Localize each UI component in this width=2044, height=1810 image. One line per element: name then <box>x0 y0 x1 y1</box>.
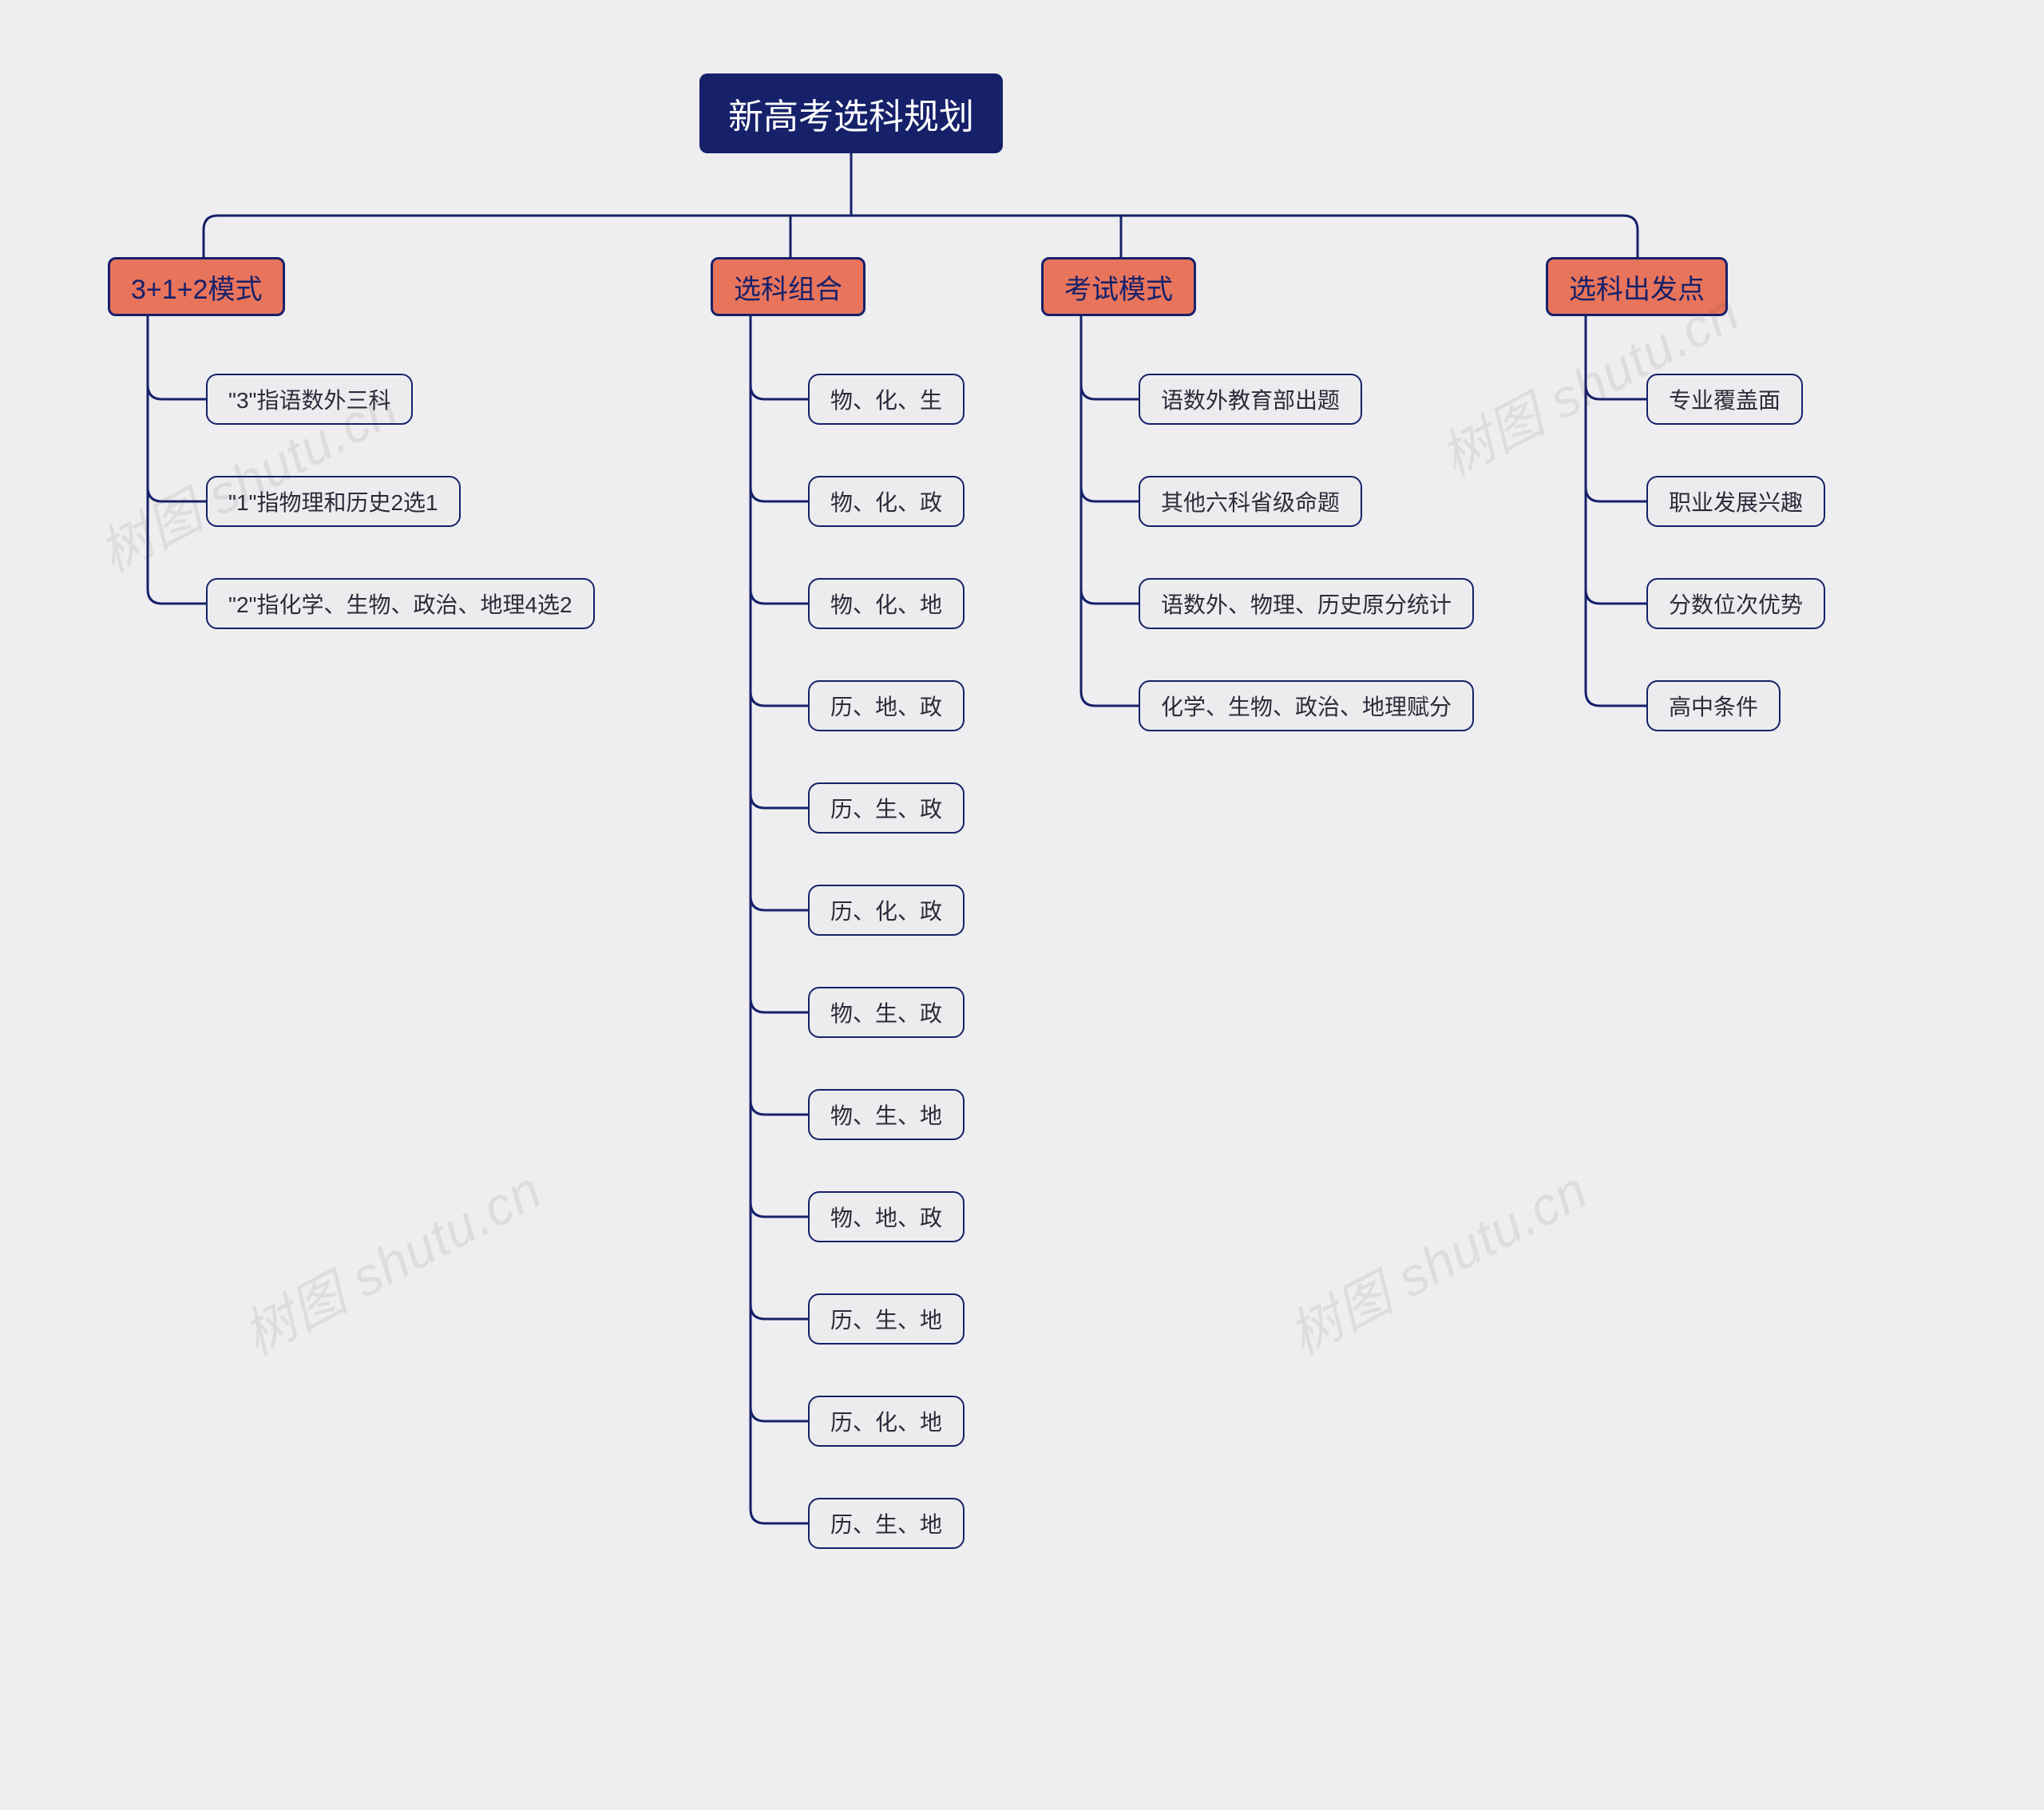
branch-node-mode312: 3+1+2模式 <box>108 257 285 316</box>
leaf-node: 语数外教育部出题 <box>1139 374 1362 425</box>
branch-node-exam: 考试模式 <box>1041 257 1196 316</box>
leaf-node: 历、生、地 <box>808 1293 965 1345</box>
leaf-node: 物、地、政 <box>808 1191 965 1242</box>
leaf-node: 物、生、政 <box>808 987 965 1038</box>
leaf-node: 语数外、物理、历史原分统计 <box>1139 578 1474 629</box>
leaf-node: 化学、生物、政治、地理赋分 <box>1139 680 1474 731</box>
branch-node-start: 选科出发点 <box>1546 257 1728 316</box>
branch-node-combos: 选科组合 <box>711 257 866 316</box>
leaf-node: "3"指语数外三科 <box>206 374 413 425</box>
leaf-node: 物、化、政 <box>808 476 965 527</box>
leaf-node: 历、化、政 <box>808 885 965 936</box>
leaf-node: 历、生、政 <box>808 782 965 834</box>
leaf-node: 历、生、地 <box>808 1498 965 1549</box>
leaf-node: 物、生、地 <box>808 1089 965 1140</box>
connector-layer <box>0 0 2044 1810</box>
leaf-node: 物、化、地 <box>808 578 965 629</box>
leaf-node: 历、化、地 <box>808 1396 965 1447</box>
leaf-node: 分数位次优势 <box>1646 578 1825 629</box>
leaf-node: 其他六科省级命题 <box>1139 476 1362 527</box>
root-node: 新高考选科规划 <box>699 73 1003 153</box>
leaf-node: 职业发展兴趣 <box>1646 476 1825 527</box>
leaf-node: "2"指化学、生物、政治、地理4选2 <box>206 578 595 629</box>
leaf-node: 专业覆盖面 <box>1646 374 1803 425</box>
leaf-node: 历、地、政 <box>808 680 965 731</box>
leaf-node: "1"指物理和历史2选1 <box>206 476 461 527</box>
leaf-node: 高中条件 <box>1646 680 1781 731</box>
leaf-node: 物、化、生 <box>808 374 965 425</box>
